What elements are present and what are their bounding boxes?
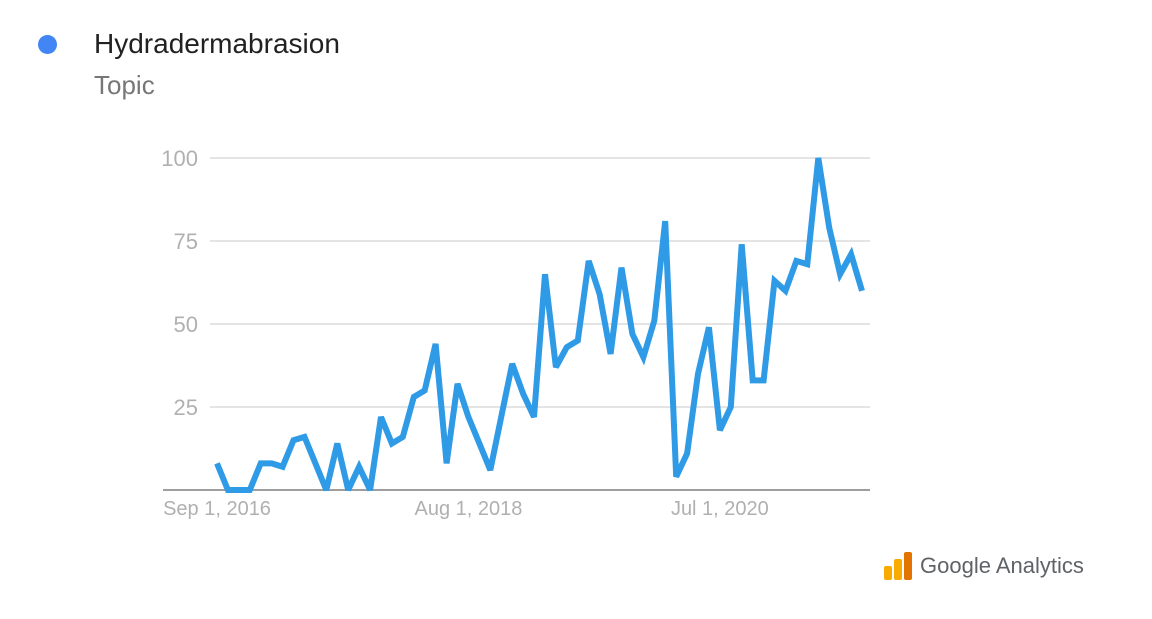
legend-series-type: Topic — [94, 70, 155, 100]
y-tick-label: 50 — [174, 312, 198, 337]
grid-lines — [163, 157, 870, 491]
x-tick-label: Jul 1, 2020 — [671, 498, 769, 520]
series-layer — [214, 157, 865, 493]
google-analytics-logo-icon — [884, 552, 912, 580]
google-analytics-brand: Google Analytics — [884, 551, 1084, 581]
y-tick-label: 25 — [174, 395, 198, 420]
brand-text: Google Analytics — [920, 553, 1084, 578]
legend-dot — [38, 35, 57, 54]
legend-series-name: Hydradermabrasion — [94, 28, 340, 59]
y-tick-label: 100 — [161, 146, 198, 171]
axis-ticks: 25 50 75 100 Sep 1, 2016 Aug 1, 2018 Jul 1, 20… — [161, 146, 769, 520]
x-tick-label: Aug 1, 2018 — [415, 498, 523, 520]
series-line-hydradermabrasion — [214, 157, 865, 493]
x-tick-label: Sep 1, 2016 — [163, 498, 271, 520]
y-tick-label: 75 — [174, 229, 198, 254]
